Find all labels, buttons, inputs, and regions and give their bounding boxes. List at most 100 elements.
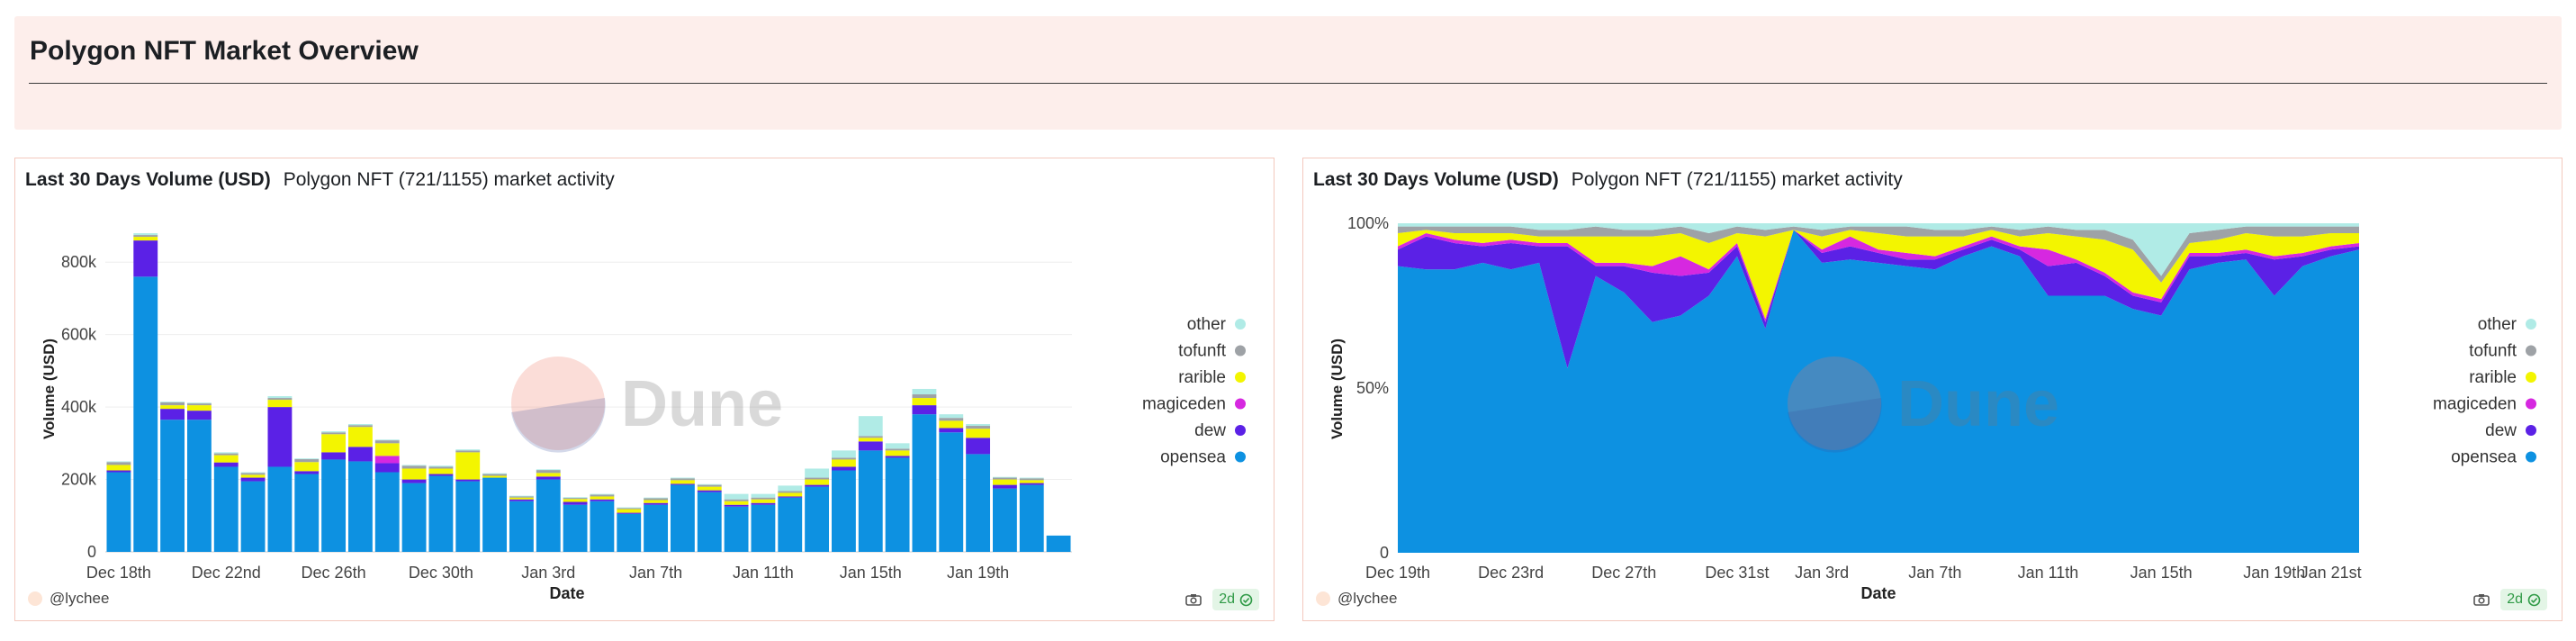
bar-other	[912, 389, 937, 395]
bar-opensea	[805, 486, 830, 552]
bar-dew	[186, 411, 212, 420]
bar-tofunft	[590, 494, 615, 497]
bar-tofunft	[697, 484, 722, 487]
watermark-logo-icon	[511, 357, 605, 450]
area-other	[1398, 223, 2359, 276]
dune-watermark: Dune	[1788, 357, 2059, 453]
bar-other	[778, 485, 803, 492]
bar-other	[617, 507, 642, 509]
camera-icon[interactable]	[2473, 593, 2490, 606]
bar-rarible	[912, 398, 937, 406]
avatar	[28, 591, 42, 606]
bar-opensea	[724, 506, 749, 552]
bar-rarible	[428, 468, 454, 474]
y-tick-label: 200k	[61, 471, 97, 489]
camera-icon[interactable]	[1185, 593, 1202, 606]
bar-tofunft	[778, 491, 803, 493]
bar-other	[106, 461, 131, 463]
bar-rarible	[617, 509, 642, 513]
legend-marker-dew	[2526, 425, 2536, 436]
bar-other	[536, 469, 561, 471]
check-circle-icon	[2527, 593, 2541, 606]
bar-dew	[455, 479, 481, 482]
bar-opensea	[536, 479, 561, 552]
bar-tofunft	[536, 470, 561, 474]
bar-dew	[347, 447, 373, 462]
bar-rarible	[133, 237, 158, 241]
x-axis-label: Date	[549, 584, 584, 602]
bar-tofunft	[939, 418, 964, 421]
y-tick-label: 800k	[61, 253, 97, 271]
x-tick-label: Dec 23rd	[1478, 564, 1544, 582]
bar-tofunft	[294, 459, 320, 463]
y-axis-label: Volume (USD)	[1329, 339, 1346, 439]
x-tick-label: Jan 3rd	[521, 564, 575, 582]
bar-tofunft	[1019, 478, 1044, 481]
bar-rarible	[347, 427, 373, 447]
bar-rarible	[966, 429, 991, 438]
bar-dew	[697, 490, 722, 492]
legend-label-opensea: opensea	[1160, 448, 1226, 467]
bar-other	[670, 477, 695, 479]
x-tick-label: Jan 19th	[947, 564, 1009, 582]
bar-opensea	[186, 420, 212, 552]
bar-dew	[644, 502, 669, 505]
bar-dew	[509, 499, 534, 501]
legend-label-tofunft: tofunft	[1178, 342, 1227, 361]
x-tick-label: Jan 7th	[1908, 564, 1961, 582]
x-tick-label: Dec 31st	[1705, 564, 1769, 582]
bar-rarible	[186, 405, 212, 411]
refresh-badge[interactable]: 2d	[1212, 589, 1259, 610]
bar-dew	[751, 502, 776, 505]
area-dew	[1398, 230, 2359, 369]
bar-opensea	[966, 454, 991, 552]
refresh-badge[interactable]: 2d	[2500, 589, 2547, 610]
bar-dew	[563, 501, 588, 505]
bar-opensea	[939, 432, 964, 552]
bar-rarible	[401, 468, 427, 480]
bar-rarible	[455, 452, 481, 480]
bar-dew	[590, 499, 615, 501]
bar-other	[186, 402, 212, 404]
x-tick-label: Jan 21st	[2301, 564, 2362, 582]
bar-other	[885, 443, 910, 449]
bar-other	[644, 497, 669, 499]
bar-opensea	[778, 497, 803, 552]
bar-magiceden	[374, 456, 400, 464]
author-link[interactable]: @lychee	[1316, 590, 1397, 608]
legend-label-rarible: rarible	[1178, 368, 1226, 387]
legend-marker-other	[2526, 319, 2536, 330]
avatar	[1316, 591, 1330, 606]
area-tofunft	[1398, 226, 2359, 283]
bar-tofunft	[751, 497, 776, 500]
x-tick-label: Dec 22nd	[192, 564, 261, 582]
bar-rarible	[482, 475, 508, 478]
bar-opensea	[697, 492, 722, 552]
bar-tofunft	[858, 436, 883, 438]
bar-opensea	[347, 461, 373, 552]
area-chart-panel: Last 30 Days Volume (USD) Polygon NFT (72…	[1302, 158, 2562, 621]
x-tick-label: Dec 18th	[86, 564, 151, 582]
bar-tofunft	[240, 473, 266, 475]
bar-tofunft	[321, 432, 347, 435]
bar-other	[590, 493, 615, 495]
y-tick-label: 0	[1380, 544, 1389, 562]
bar-opensea	[133, 276, 158, 552]
bar-other	[374, 439, 400, 441]
x-tick-label: Jan 11th	[2018, 564, 2079, 582]
bar-rarible	[670, 480, 695, 484]
panel-footer-actions: 2d	[1185, 589, 1259, 610]
bar-other	[939, 414, 964, 419]
bar-opensea	[401, 483, 427, 552]
panel-footer-actions: 2d	[2473, 589, 2547, 610]
bar-dew	[160, 409, 185, 420]
y-tick-label: 100%	[1347, 214, 1389, 232]
bar-opensea	[374, 472, 400, 552]
bar-opensea	[213, 466, 239, 552]
bar-tofunft	[644, 498, 669, 501]
author-link[interactable]: @lychee	[28, 590, 109, 608]
bar-other	[858, 416, 883, 437]
bar-opensea	[294, 474, 320, 552]
bar-rarible	[294, 462, 320, 472]
panel-subtitle: Polygon NFT (721/1155) market activity	[1571, 169, 1903, 190]
